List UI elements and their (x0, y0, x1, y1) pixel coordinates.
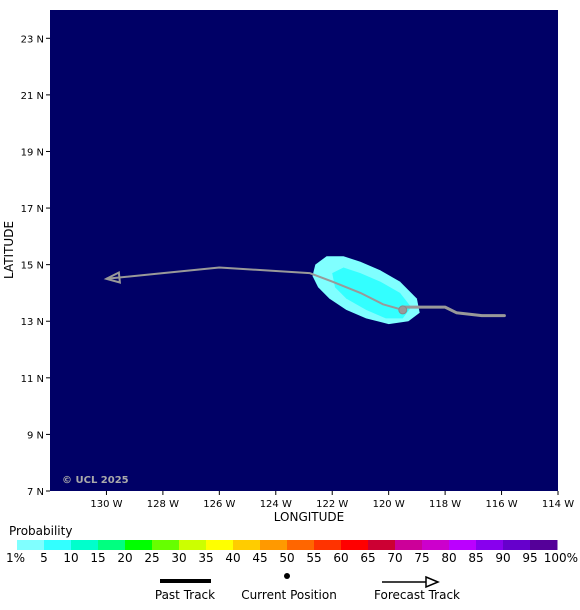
colorbar-label: 30 (171, 551, 186, 565)
colorbar-label: 55 (306, 551, 321, 565)
colorbar-segment (71, 540, 99, 550)
forecast-track-line (106, 266, 404, 311)
probability-colorbar (17, 540, 558, 550)
colorbar-segment (422, 540, 450, 550)
colorbar-segment (287, 540, 315, 550)
colorbar-segment (476, 540, 504, 550)
colorbar-label: 80 (441, 551, 456, 565)
colorbar-label: 100% (544, 551, 578, 565)
colorbar-label: 40 (225, 551, 240, 565)
colorbar-label: 95 (522, 551, 537, 565)
y-tick-label: 13 N (21, 317, 44, 328)
probability-colorbar-labels: 1% 5 10 15 20 25 30 35 40 45 50 55 60 65 70 75 80 85 90 95 1… (6, 551, 578, 565)
forecast-arrow-icon (425, 575, 440, 589)
colorbar-label: 60 (333, 551, 348, 565)
copyright-text: © UCL 2025 (62, 475, 129, 486)
colorbar-label: 25 (144, 551, 159, 565)
legend-forecast-track: Forecast Track (374, 575, 460, 602)
colorbar-segment (530, 540, 558, 550)
colorbar-segment (368, 540, 396, 550)
colorbar-label: 5 (40, 551, 48, 565)
legend-current-position: Current Position (241, 573, 337, 602)
x-tick-label: 114 W (542, 499, 574, 510)
y-tick-label: 7 N (27, 487, 44, 498)
past-track-line (401, 305, 506, 318)
past-track-label: Past Track (155, 588, 215, 602)
colorbar-segment (233, 540, 261, 550)
colorbar-label: 90 (495, 551, 510, 565)
forecast-track-arrowhead (103, 270, 122, 284)
y-tick-label: 21 N (21, 91, 44, 102)
x-tick-label: 124 W (260, 499, 292, 510)
x-tick-label: 118 W (429, 499, 461, 510)
colorbar-segment (125, 540, 153, 550)
x-tick-label: 120 W (373, 499, 405, 510)
colorbar-label: 1% (6, 551, 25, 565)
map-plot-area (50, 10, 558, 491)
x-axis-ticks: 130 W 128 W 126 W 124 W 122 W 120 W 118 W 116 W… (90, 491, 574, 510)
colorbar-label: 85 (468, 551, 483, 565)
colorbar-segment (341, 540, 369, 550)
current-position-label: Current Position (241, 588, 337, 602)
colorbar-segment (152, 540, 180, 550)
colorbar-label: 65 (360, 551, 375, 565)
colorbar-label: 70 (387, 551, 402, 565)
colorbar-segment (503, 540, 531, 550)
forecast-track-label: Forecast Track (374, 588, 460, 602)
colorbar-segment (98, 540, 126, 550)
x-tick-label: 130 W (90, 499, 122, 510)
y-tick-label: 23 N (21, 34, 44, 45)
colorbar-label: 35 (198, 551, 213, 565)
colorbar-label: 10 (63, 551, 78, 565)
colorbar-label: 20 (117, 551, 132, 565)
colorbar-segment (314, 540, 342, 550)
y-axis-ticks: 23 N 21 N 19 N 17 N 15 N 13 N 11 N 9 N 7 N (21, 34, 50, 498)
colorbar-label: 45 (252, 551, 267, 565)
colorbar-segment (206, 540, 234, 550)
colorbar-segment (395, 540, 423, 550)
x-tick-label: 126 W (203, 499, 235, 510)
colorbar-segment (260, 540, 288, 550)
y-tick-label: 9 N (27, 430, 44, 441)
track-layer (103, 266, 506, 318)
colorbar-segment (44, 540, 72, 550)
y-tick-label: 15 N (21, 261, 44, 272)
colorbar-segment (17, 540, 45, 550)
y-tick-label: 17 N (21, 204, 44, 215)
x-tick-label: 128 W (147, 499, 179, 510)
y-tick-label: 11 N (21, 374, 44, 385)
x-tick-label: 116 W (485, 499, 517, 510)
x-axis-title: LONGITUDE (274, 510, 344, 524)
y-tick-label: 19 N (21, 147, 44, 158)
x-tick-label: 122 W (316, 499, 348, 510)
colorbar-segment (179, 540, 207, 550)
colorbar-segment (449, 540, 477, 550)
colorbar-label: 15 (90, 551, 105, 565)
current-position-swatch (284, 573, 290, 579)
colorbar-label: 75 (414, 551, 429, 565)
current-position-marker (398, 305, 408, 315)
probability-title: Probability (9, 524, 72, 538)
y-axis-title: LATITUDE (2, 221, 16, 279)
colorbar-label: 50 (279, 551, 294, 565)
legend-past-track: Past Track (155, 579, 215, 602)
